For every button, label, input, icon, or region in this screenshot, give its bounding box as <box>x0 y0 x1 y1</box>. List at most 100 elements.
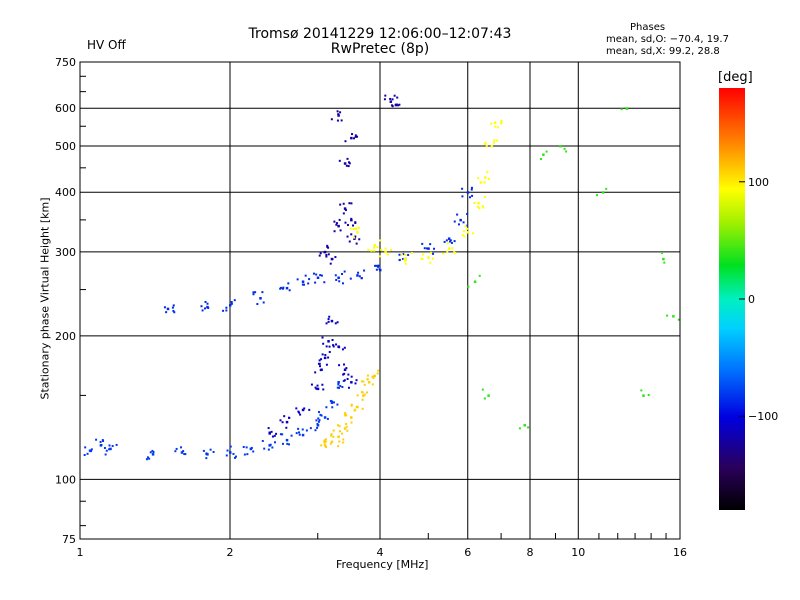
echo-point <box>90 448 93 451</box>
echo-point <box>338 425 341 428</box>
echo-point <box>340 119 343 122</box>
data-point <box>477 201 480 205</box>
echo-point <box>348 161 351 164</box>
echo-point <box>342 212 345 215</box>
echo-point <box>380 248 383 251</box>
data-point <box>427 247 430 250</box>
echo-point <box>363 383 366 386</box>
echo-point <box>298 433 301 436</box>
x-axis-label: Frequency [MHz] <box>336 558 429 571</box>
echo-point <box>180 446 183 449</box>
echo-point <box>329 442 332 445</box>
echo-point <box>443 240 446 243</box>
echo-point <box>309 427 312 430</box>
echo-point <box>360 277 363 280</box>
echo-point <box>343 413 346 416</box>
data-point <box>330 319 334 323</box>
echo-point <box>323 251 326 254</box>
echo-point <box>451 247 454 250</box>
data-point <box>180 451 184 454</box>
echo-point <box>423 247 426 250</box>
data-point <box>356 231 359 234</box>
echo-point <box>261 439 264 442</box>
echo-point <box>341 282 344 285</box>
data-point <box>229 451 232 454</box>
echo-point <box>151 449 154 452</box>
data-point <box>373 244 377 247</box>
echo-point <box>377 265 380 268</box>
data-point <box>316 276 320 280</box>
echo-point <box>319 369 322 372</box>
echo-point <box>620 108 623 111</box>
data-point <box>285 286 289 290</box>
echo-point <box>360 380 363 383</box>
echo-point <box>377 369 380 372</box>
echo-point <box>226 449 229 452</box>
echo-point <box>336 110 339 113</box>
echo-point <box>102 440 105 443</box>
echo-point <box>225 454 228 457</box>
echo-point <box>500 122 503 125</box>
data-point <box>389 100 393 103</box>
echo-point <box>301 283 304 286</box>
data-point <box>316 424 320 427</box>
data-point <box>356 274 359 277</box>
echo-point <box>390 249 393 252</box>
echo-point <box>367 248 370 251</box>
echo-point <box>83 453 86 456</box>
data-point <box>601 191 605 194</box>
colorbar-tick-label: −100 <box>748 410 778 423</box>
echo-point <box>343 346 346 349</box>
echo-point <box>283 415 286 418</box>
echo-point <box>261 291 264 294</box>
echo-point <box>301 428 304 431</box>
echo-point <box>86 452 89 455</box>
echo-point <box>398 253 401 256</box>
echo-point <box>354 408 357 411</box>
echo-point <box>319 413 322 416</box>
echo-point <box>469 196 472 199</box>
echo-point <box>334 274 337 277</box>
echo-point <box>325 322 328 325</box>
echo-point <box>383 98 386 101</box>
echo-point <box>463 235 466 238</box>
echo-point <box>391 104 394 107</box>
echo-point <box>466 224 469 227</box>
echo-point <box>483 397 486 400</box>
echo-point <box>332 345 335 348</box>
echo-point <box>95 438 98 441</box>
echo-point <box>663 261 666 264</box>
echo-point <box>339 384 342 387</box>
echo-point <box>342 202 345 205</box>
echo-point <box>366 374 369 377</box>
echo-point <box>354 134 357 137</box>
echo-point <box>677 318 680 321</box>
data-point <box>301 408 305 412</box>
echo-point <box>338 159 341 162</box>
echo-point <box>246 453 249 456</box>
tick-layer: 1 2 4 6 8 10 16 75 100 200 300 400 500 600 750 <box>55 56 687 559</box>
data-point <box>350 381 353 384</box>
echo-point <box>449 239 452 242</box>
echo-point <box>290 434 293 437</box>
echo-point <box>493 139 496 142</box>
echo-point <box>327 318 330 321</box>
echo-point <box>183 453 186 456</box>
echo-point <box>271 446 274 449</box>
echo-point <box>163 306 166 309</box>
data-point <box>493 121 497 125</box>
data-point <box>559 144 562 148</box>
echo-point <box>375 268 378 271</box>
echo-point <box>314 371 317 374</box>
echo-point <box>335 343 338 346</box>
echo-point <box>470 186 473 189</box>
plot-frame <box>79 61 681 540</box>
series-o-mode-e-layer-trace <box>83 380 345 461</box>
echo-point <box>372 375 375 378</box>
echo-point <box>472 232 475 235</box>
echo-point <box>398 259 401 262</box>
echo-point <box>317 417 320 420</box>
echo-point <box>338 280 341 283</box>
echo-point <box>358 275 361 278</box>
echo-point <box>366 391 369 394</box>
